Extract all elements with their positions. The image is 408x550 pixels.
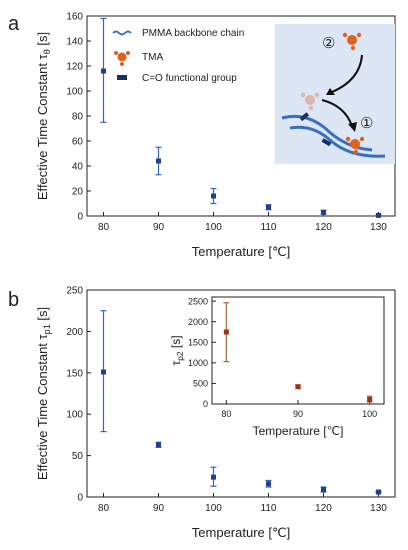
panel-a-x-tick-label: 130 [370,222,387,233]
inset-data-point [295,384,301,390]
panel-b-x-tick-label: 110 [261,503,277,514]
panel-b-y-axis-label: Effective Time Constant τp1 [s] [35,307,52,480]
inset-y-tick-label: 2000 [188,317,208,327]
panel-label-b: b [8,289,19,311]
carbonyl-group-icon [321,138,332,147]
inset-x-axis-label: Temperature [℃] [253,424,344,438]
panel-a-x-axis-label: Temperature [℃] [192,244,290,259]
inset-y-tick-label: 2500 [188,296,208,306]
panel-b-x-tick-label: 130 [370,503,387,514]
panel-b-data-point [321,487,326,493]
panel-a-data-point [321,209,326,215]
inset-y-tick-label: 1500 [188,337,208,347]
step-1-label: ① [360,115,373,132]
inset-data-point [367,396,373,402]
panel-b-x-axis-label: Temperature [℃] [192,525,290,540]
panel-a-y-tick-label: 160 [66,12,83,23]
inset-y-tick-label: 1000 [188,358,208,368]
panel-b-x-tick-label: 100 [205,503,222,514]
panel-b-data-point [266,481,271,487]
panel-b-data-point [376,489,381,495]
panel-a-axes: 80 90 100 110 120 130 0 20 40 60 80 100 120 140 160 Tem… [35,12,396,259]
inset-x-tick-label: 90 [293,409,303,419]
panel-b-plot-frame [86,289,396,498]
panel-b-x-tick-label: 90 [153,503,165,514]
arrow-head-icon [348,122,357,132]
panel-a-data-point [211,193,216,199]
panel-b-data-point [101,369,106,375]
panel-a-x-tick-label: 80 [98,222,110,233]
tma-bound-icon [345,136,365,155]
inset-x-tick-label: 100 [362,409,377,419]
panel-b-y-tick-label: 200 [66,327,83,338]
panel-a-x-tick-label: 120 [315,222,332,233]
inset-y-axis-label: τp2 [s] [169,335,185,365]
pmma-chain-icon [289,125,386,158]
plot-layer: 80 90 100 110 120 130 0 20 40 60 80 100 120 140 160 Tem… [35,12,396,540]
panel-b-data-point [156,442,161,448]
panel-a-y-axis-label: Effective Time Constant τθ [s] [35,32,52,200]
inset-y-tick-label: 0 [203,399,208,409]
arrow-step-2-icon [331,54,363,93]
panel-a-x-tick-label: 100 [205,222,222,233]
panel-a-y-tick-label: 120 [66,62,83,73]
mechanism-schematic: ② ① [275,24,395,164]
inset-y-tick-label: 500 [193,379,208,389]
panel-b-data-point [211,474,216,480]
inset-data-point [223,329,229,335]
panel-a-y-tick-label: 0 [77,212,83,223]
panel-b-x-tick-label: 80 [98,503,110,514]
panel-b-y-tick-label: 50 [72,451,84,462]
panel-label-a: a [8,13,20,35]
legend-label: C=O functional group [142,73,237,84]
panel-a-y-tick-label: 40 [72,162,84,173]
legend-label: TMA [142,52,163,63]
panel-a-y-tick-label: 80 [72,112,84,123]
arrow-step-1-icon [321,99,353,127]
panel-a-y-tick-label: 60 [72,137,84,148]
panel-b: b [8,289,19,311]
panel-a-x-tick-label: 90 [153,222,165,233]
panel-b-y-tick-label: 0 [77,493,83,504]
panel-a-y-tick-label: 20 [72,187,84,198]
panel-a-y-tick-label: 100 [66,87,83,98]
panel-b-y-tick-label: 100 [66,410,83,421]
panel-a-y-tick-label: 140 [66,37,83,48]
panel-a-data-point [156,158,161,164]
panel-a-x-tick-label: 110 [261,222,277,233]
carbonyl-bar-icon [117,75,127,80]
panel-a-data-point [376,212,381,218]
wavy-line-icon [112,30,132,36]
panel-a-data-point [266,204,271,210]
carbonyl-group-icon [299,112,310,122]
panel-a-data-point [101,68,106,74]
legend-label: PMMA backbone chain [142,28,244,39]
panel-b-y-tick-label: 250 [66,286,83,297]
panel-b-axes: 80 90 100 110 120 130 0 50 100 150 200 250 Temperatu… [35,286,396,540]
panel-b-y-tick-label: 150 [66,368,83,379]
panel-a: a ② ① [8,13,395,164]
schematic-background [275,24,395,164]
arrow-head-icon [326,88,335,95]
inset-x-tick-label: 80 [221,409,231,419]
legend-a: PMMA backbone chain TMA C=O functional g… [112,28,244,84]
tma-faded-icon [300,92,320,111]
tma-incoming-icon [342,32,362,51]
panel-b-x-tick-label: 120 [315,503,332,514]
step-2-label: ② [322,35,335,52]
tma-molecule-icon [114,51,130,66]
